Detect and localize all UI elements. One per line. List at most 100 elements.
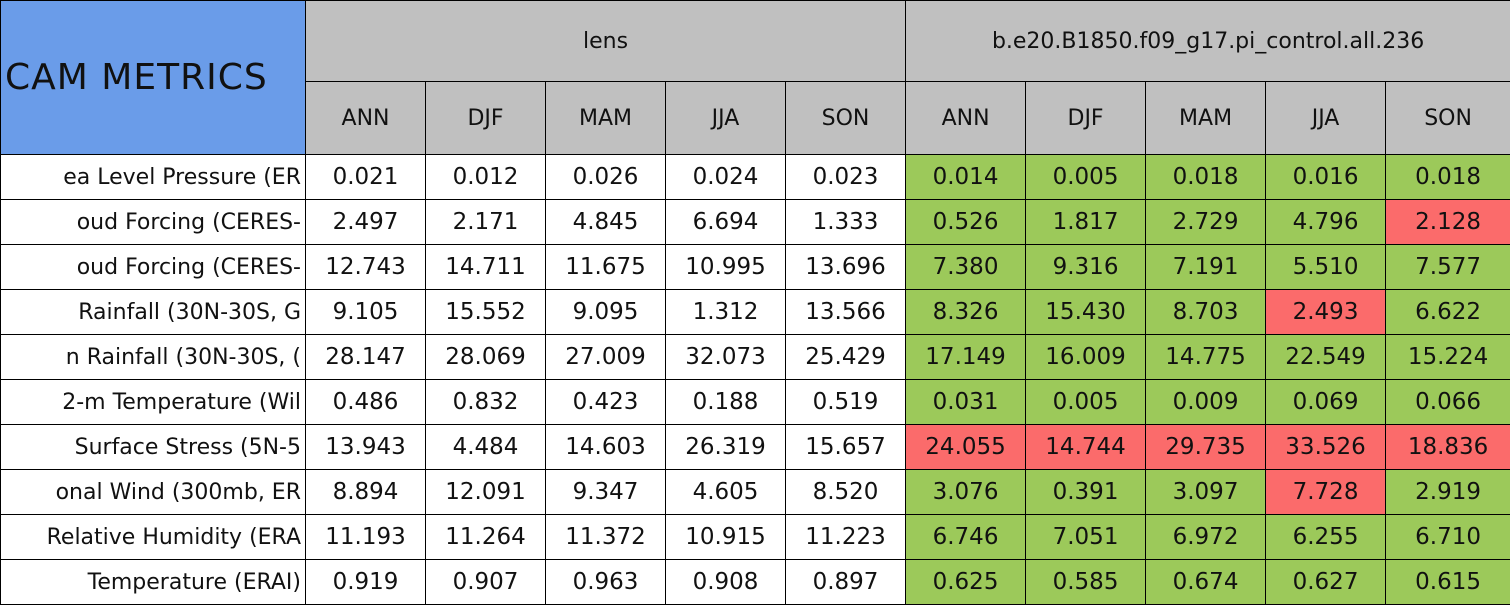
metric-cell: 6.694 bbox=[665, 199, 786, 245]
metric-cell: 6.710 bbox=[1385, 514, 1510, 560]
metric-cell: 0.005 bbox=[1025, 379, 1147, 425]
metric-cell: 13.566 bbox=[784, 289, 907, 335]
metric-cell: 6.746 bbox=[905, 514, 1027, 560]
metric-cell: 32.073 bbox=[665, 334, 786, 380]
metric-cell: 8.326 bbox=[905, 289, 1027, 335]
metric-cell: 28.147 bbox=[305, 334, 426, 380]
metric-cell: 33.526 bbox=[1265, 424, 1387, 470]
metric-cell: 11.372 bbox=[545, 514, 666, 560]
metric-cell: 2.493 bbox=[1265, 289, 1387, 335]
metric-cell: 11.193 bbox=[305, 514, 426, 560]
header-row: CAM METRICS lens b.e20.B1850.f09_g17.pi_co… bbox=[0, 0, 1510, 155]
row-label: oud Forcing (CERES- bbox=[0, 244, 306, 290]
metric-cell: 9.316 bbox=[1025, 244, 1147, 290]
metric-cell: 6.622 bbox=[1385, 289, 1510, 335]
row-label: onal Wind (300mb, ER bbox=[0, 469, 306, 515]
metric-cell: 2.919 bbox=[1385, 469, 1510, 515]
metric-cell: 0.016 bbox=[1265, 154, 1387, 200]
metric-cell: 7.191 bbox=[1145, 244, 1267, 290]
metric-cell: 0.908 bbox=[665, 559, 786, 605]
metric-cell: 0.486 bbox=[305, 379, 426, 425]
metric-cell: 22.549 bbox=[1265, 334, 1387, 380]
metric-cell: 11.675 bbox=[545, 244, 666, 290]
metric-cell: 7.577 bbox=[1385, 244, 1510, 290]
metric-cell: 0.026 bbox=[545, 154, 666, 200]
metric-cell: 0.919 bbox=[305, 559, 426, 605]
season-header: MAM bbox=[545, 81, 666, 155]
metric-cell: 0.069 bbox=[1265, 379, 1387, 425]
metric-cell: 14.711 bbox=[425, 244, 546, 290]
metric-cell: 0.018 bbox=[1385, 154, 1510, 200]
row-label: Rainfall (30N-30S, G bbox=[0, 289, 306, 335]
metric-cell: 10.915 bbox=[665, 514, 786, 560]
data-row: Rainfall (30N-30S, G 9.105 15.552 9.095 1.31… bbox=[0, 289, 1510, 335]
metric-cell: 0.963 bbox=[545, 559, 666, 605]
metric-cell: 4.845 bbox=[545, 199, 666, 245]
metric-cell: 0.625 bbox=[905, 559, 1027, 605]
metric-cell: 26.319 bbox=[665, 424, 786, 470]
metric-cell: 14.744 bbox=[1025, 424, 1147, 470]
metric-cell: 0.005 bbox=[1025, 154, 1147, 200]
season-header: DJF bbox=[425, 81, 546, 155]
metric-cell: 2.128 bbox=[1385, 199, 1510, 245]
metric-cell: 7.728 bbox=[1265, 469, 1387, 515]
metric-cell: 0.018 bbox=[1145, 154, 1267, 200]
data-row: Temperature (ERAI) 0.919 0.907 0.963 0.908 0.… bbox=[0, 559, 1510, 605]
metric-cell: 0.423 bbox=[545, 379, 666, 425]
metric-cell: 15.224 bbox=[1385, 334, 1510, 380]
metric-cell: 0.526 bbox=[905, 199, 1027, 245]
metric-cell: 4.796 bbox=[1265, 199, 1387, 245]
data-row: ea Level Pressure (ER 0.021 0.012 0.026 0.02… bbox=[0, 154, 1510, 200]
metric-cell: 0.832 bbox=[425, 379, 546, 425]
metric-cell: 3.076 bbox=[905, 469, 1027, 515]
metric-cell: 1.817 bbox=[1025, 199, 1147, 245]
metric-cell: 0.674 bbox=[1145, 559, 1267, 605]
metric-cell: 18.836 bbox=[1385, 424, 1510, 470]
row-label: n Rainfall (30N-30S, ( bbox=[0, 334, 306, 380]
metric-cell: 13.943 bbox=[305, 424, 426, 470]
metric-cell: 12.743 bbox=[305, 244, 426, 290]
data-row: oud Forcing (CERES- 2.497 2.171 4.845 6.694 1… bbox=[0, 199, 1510, 245]
metric-cell: 7.051 bbox=[1025, 514, 1147, 560]
metric-cell: 15.657 bbox=[784, 424, 907, 470]
season-row: ANN DJF MAM JJA SON ANN DJF MAM JJA SON bbox=[1, 81, 1510, 155]
metric-cell: 12.091 bbox=[425, 469, 546, 515]
table-title: CAM METRICS bbox=[0, 0, 306, 155]
season-header: MAM bbox=[1145, 81, 1267, 155]
metric-cell: 15.552 bbox=[425, 289, 546, 335]
metric-cell: 11.264 bbox=[425, 514, 546, 560]
row-label: 2-m Temperature (Wil bbox=[0, 379, 306, 425]
metric-cell: 1.312 bbox=[665, 289, 786, 335]
metric-cell: 6.972 bbox=[1145, 514, 1267, 560]
group-header: lens bbox=[304, 0, 907, 82]
metric-cell: 10.995 bbox=[665, 244, 786, 290]
metric-cell: 0.066 bbox=[1385, 379, 1510, 425]
metric-cell: 0.897 bbox=[784, 559, 907, 605]
season-header: SON bbox=[784, 81, 907, 155]
metric-cell: 27.009 bbox=[545, 334, 666, 380]
metric-cell: 29.735 bbox=[1145, 424, 1267, 470]
metric-cell: 8.703 bbox=[1145, 289, 1267, 335]
metric-cell: 8.520 bbox=[784, 469, 907, 515]
metric-cell: 2.729 bbox=[1145, 199, 1267, 245]
metric-cell: 4.484 bbox=[425, 424, 546, 470]
season-header: JJA bbox=[1265, 81, 1387, 155]
group-header: b.e20.B1850.f09_g17.pi_control.all.236 bbox=[905, 0, 1510, 82]
row-label: oud Forcing (CERES- bbox=[0, 199, 306, 245]
metric-cell: 14.775 bbox=[1145, 334, 1267, 380]
metric-cell: 17.149 bbox=[905, 334, 1027, 380]
metric-cell: 1.333 bbox=[784, 199, 907, 245]
metric-cell: 0.014 bbox=[905, 154, 1027, 200]
season-header: DJF bbox=[1025, 81, 1147, 155]
metric-cell: 24.055 bbox=[905, 424, 1027, 470]
data-row: n Rainfall (30N-30S, (28.147 28.069 27.009… bbox=[0, 334, 1510, 380]
metric-cell: 0.907 bbox=[425, 559, 546, 605]
metric-cell: 0.615 bbox=[1385, 559, 1510, 605]
metric-cell: 2.171 bbox=[425, 199, 546, 245]
row-label: Temperature (ERAI) bbox=[0, 559, 306, 605]
data-row: Surface Stress (5N-5 13.943 4.484 14.603 26.… bbox=[0, 424, 1510, 470]
metric-cell: 0.024 bbox=[665, 154, 786, 200]
metric-cell: 3.097 bbox=[1145, 469, 1267, 515]
